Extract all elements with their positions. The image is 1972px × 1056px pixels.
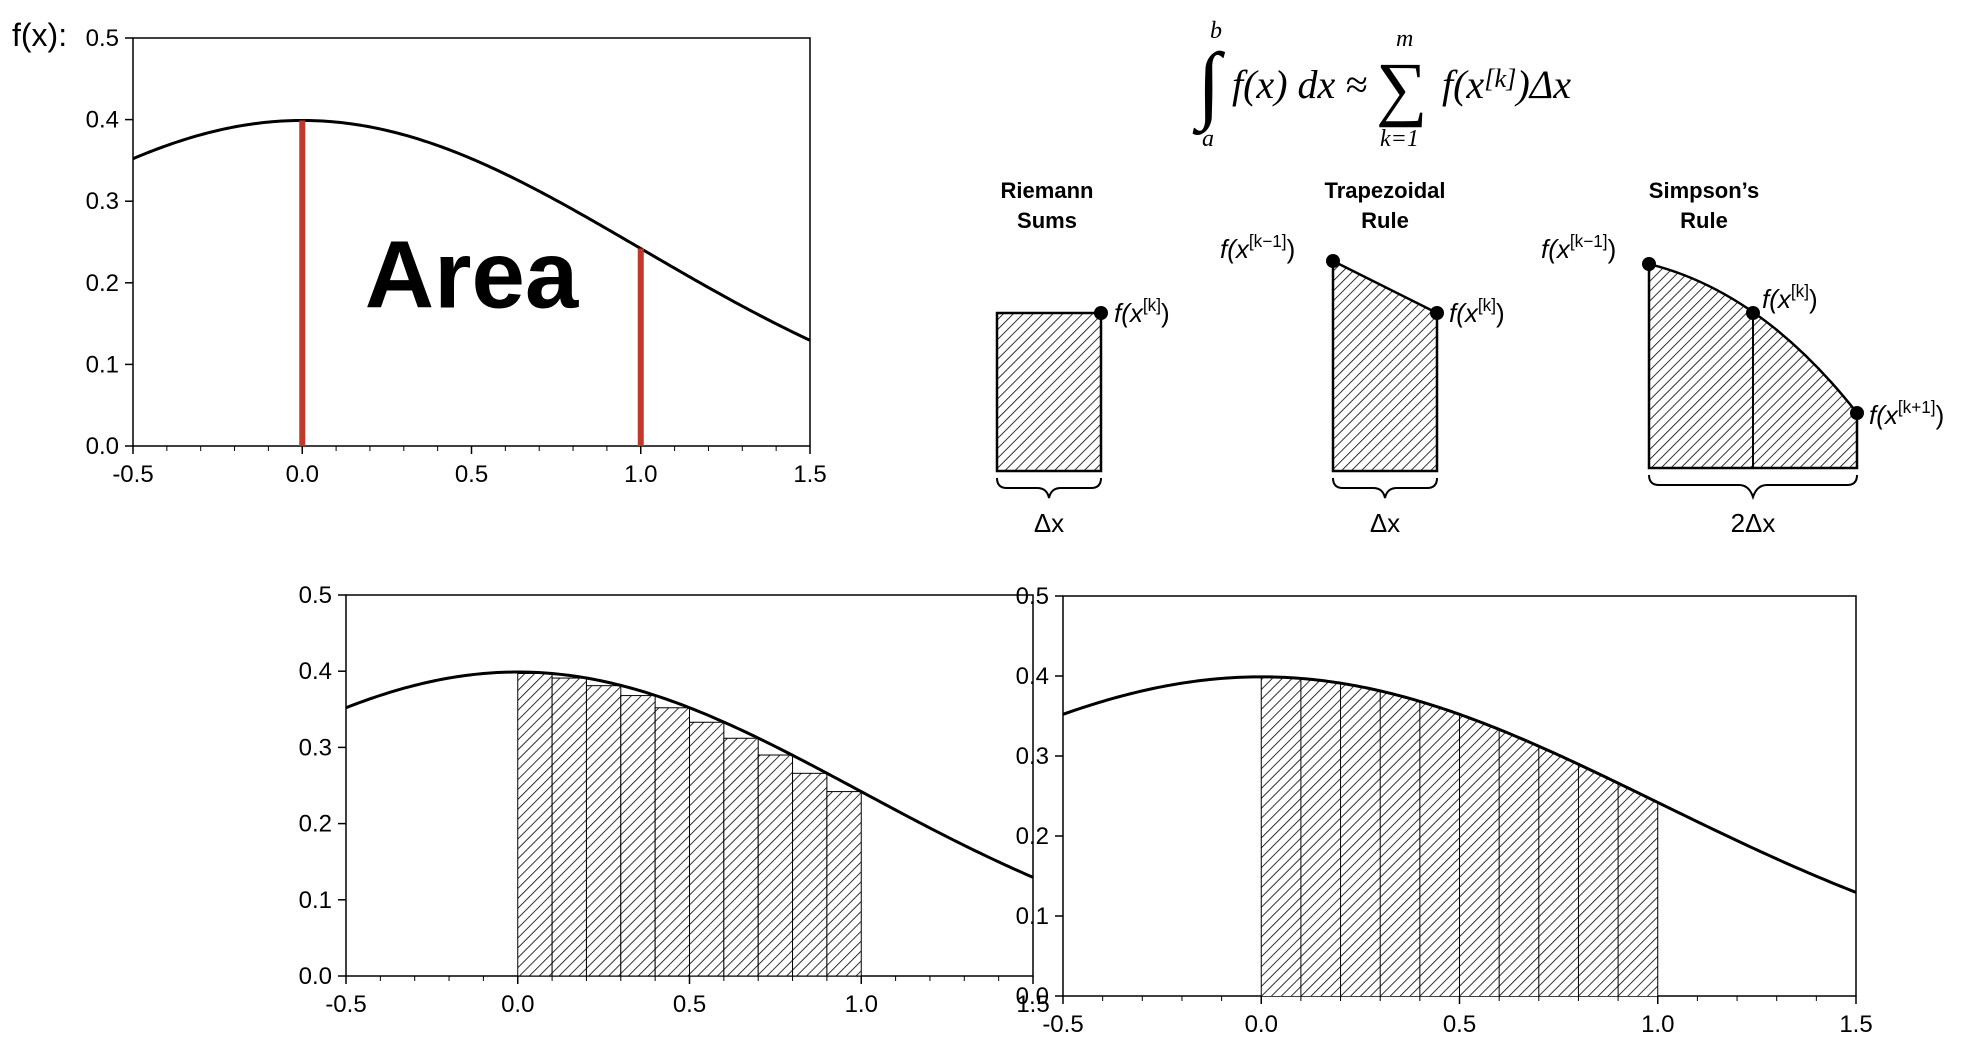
simpson-width-label: 2Δx [1731, 508, 1776, 538]
y-tick-label: 0.5 [1016, 583, 1049, 610]
riemann-bar [689, 721, 725, 977]
riemann-bar [757, 754, 794, 977]
y-tick-label: 0.4 [86, 107, 119, 134]
riemann-point [1094, 306, 1108, 320]
x-tick-label: 0.5 [455, 461, 488, 488]
riemann-brace [996, 477, 1102, 499]
riemann-bar [826, 791, 862, 977]
riemann-bar [723, 737, 759, 977]
y-tick-label: 0.3 [1016, 743, 1049, 770]
density-curve [345, 670, 1034, 879]
riemann-rectangle [995, 311, 1103, 473]
riemann-bar [654, 707, 691, 977]
simpson-method: Simpson’s Rule f(x[k−1]) f(x[k]) f(x[k+1… [1541, 178, 1944, 538]
y-tick-label: 0.2 [299, 811, 332, 838]
fx-page-label: f(x): [12, 17, 67, 53]
riemann-title-line2: Sums [1017, 208, 1077, 233]
trapezoid-brace [1332, 477, 1438, 499]
x-tick-label: 0.0 [1245, 1011, 1278, 1038]
y-tick-label: 0.0 [1016, 983, 1049, 1010]
x-tick-label: 0.5 [1443, 1011, 1476, 1038]
y-tick-label: 0.5 [299, 582, 332, 609]
riemann-chart: 0.00.10.20.30.40.5-0.5 0.0 0.5 1.0 1.5 [299, 582, 1050, 1018]
sum-lower-limit: k=1 [1380, 126, 1419, 152]
simpson-title-line1: Simpson’s [1649, 178, 1759, 203]
y-tick-label: 0.4 [299, 658, 332, 685]
riemann-bar [551, 677, 587, 977]
sum-upper-limit: m [1396, 26, 1413, 52]
integrand: f(x) dx ≈ [1232, 62, 1367, 107]
riemann-bar [517, 672, 553, 977]
trapezoidal-title-line1: Trapezoidal [1324, 178, 1445, 203]
sum-sign: ∑ [1376, 48, 1427, 128]
x-tick-label: -0.5 [325, 991, 366, 1018]
y-tick-label: 0.1 [299, 887, 332, 914]
simpson-left-label: f(x[k−1]) [1541, 231, 1616, 264]
x-tick-label: 1.0 [845, 991, 878, 1018]
simpson-title-line2: Rule [1680, 208, 1728, 233]
riemann-method: Riemann Sums f(x[k]) Δx [995, 178, 1170, 538]
x-tick-label: 1.5 [793, 461, 826, 488]
x-tick-label: -0.5 [112, 461, 153, 488]
trapezoid-right-label: f(x[k]) [1449, 295, 1505, 328]
area-label: Area [365, 221, 579, 328]
trapezoid-left-label: f(x[k−1]) [1220, 231, 1295, 264]
x-tick-label: -0.5 [1042, 1011, 1083, 1038]
x-tick-label: 1.5 [1016, 991, 1049, 1018]
simpson-right-label: f(x[k+1]) [1869, 397, 1944, 430]
integral-upper-limit: b [1210, 18, 1222, 44]
integral-lower-limit: a [1202, 126, 1214, 152]
y-tick-label: 0.2 [1016, 823, 1049, 850]
simpson-mid-label: f(x[k]) [1762, 281, 1818, 314]
trapezoid-right-point [1430, 306, 1444, 320]
trapezoid-width-label: Δx [1370, 508, 1400, 538]
integral-sign: ∫ [1192, 35, 1226, 136]
x-tick-label: 1.0 [624, 461, 657, 488]
summand: f(x[k])Δx [1442, 62, 1571, 107]
simpson-right-point [1850, 406, 1864, 420]
trapezoid-shape [1331, 258, 1439, 473]
x-tick-label: 0.5 [673, 991, 706, 1018]
simpson-left-point [1642, 257, 1656, 271]
riemann-bar [620, 695, 656, 977]
x-tick-label: 0.0 [501, 991, 534, 1018]
riemann-title-line1: Riemann [1001, 178, 1094, 203]
simpson-brace [1648, 474, 1858, 501]
integral-formula: ∫ b a f(x) dx ≈ ∑ m k=1 f(x[k])Δx [1192, 18, 1571, 152]
y-tick-label: 0.0 [86, 433, 119, 460]
x-tick-label: 1.0 [1641, 1011, 1674, 1038]
trapezoidal-method: Trapezoidal Rule f(x[k−1]) f(x[k]) Δx [1220, 178, 1505, 538]
trapezoidal-chart: 0.00.10.20.30.40.5-0.5 0.0 0.5 1.0 1.5 [1016, 583, 1873, 1038]
y-tick-label: 0.3 [299, 734, 332, 761]
y-tick-label: 0.1 [86, 351, 119, 378]
y-tick-label: 0.1 [1016, 903, 1049, 930]
y-tick-label: 0.0 [299, 963, 332, 990]
y-tick-label: 0.4 [1016, 663, 1049, 690]
y-tick-label: 0.3 [86, 188, 119, 215]
density-curve [1062, 675, 1857, 894]
y-tick-label: 0.2 [86, 270, 119, 297]
trapezoidal-title-line2: Rule [1361, 208, 1409, 233]
y-tick-label: 0.5 [86, 25, 119, 52]
riemann-bar [792, 772, 828, 977]
density-curve [132, 118, 811, 342]
riemann-point-label: f(x[k]) [1114, 295, 1170, 328]
x-tick-label: 1.5 [1839, 1011, 1872, 1038]
riemann-bar [585, 685, 622, 977]
simpson-mid-point [1746, 306, 1760, 320]
trapezoid-left-point [1326, 254, 1340, 268]
riemann-width-label: Δx [1034, 508, 1064, 538]
x-tick-label: 0.0 [286, 461, 319, 488]
